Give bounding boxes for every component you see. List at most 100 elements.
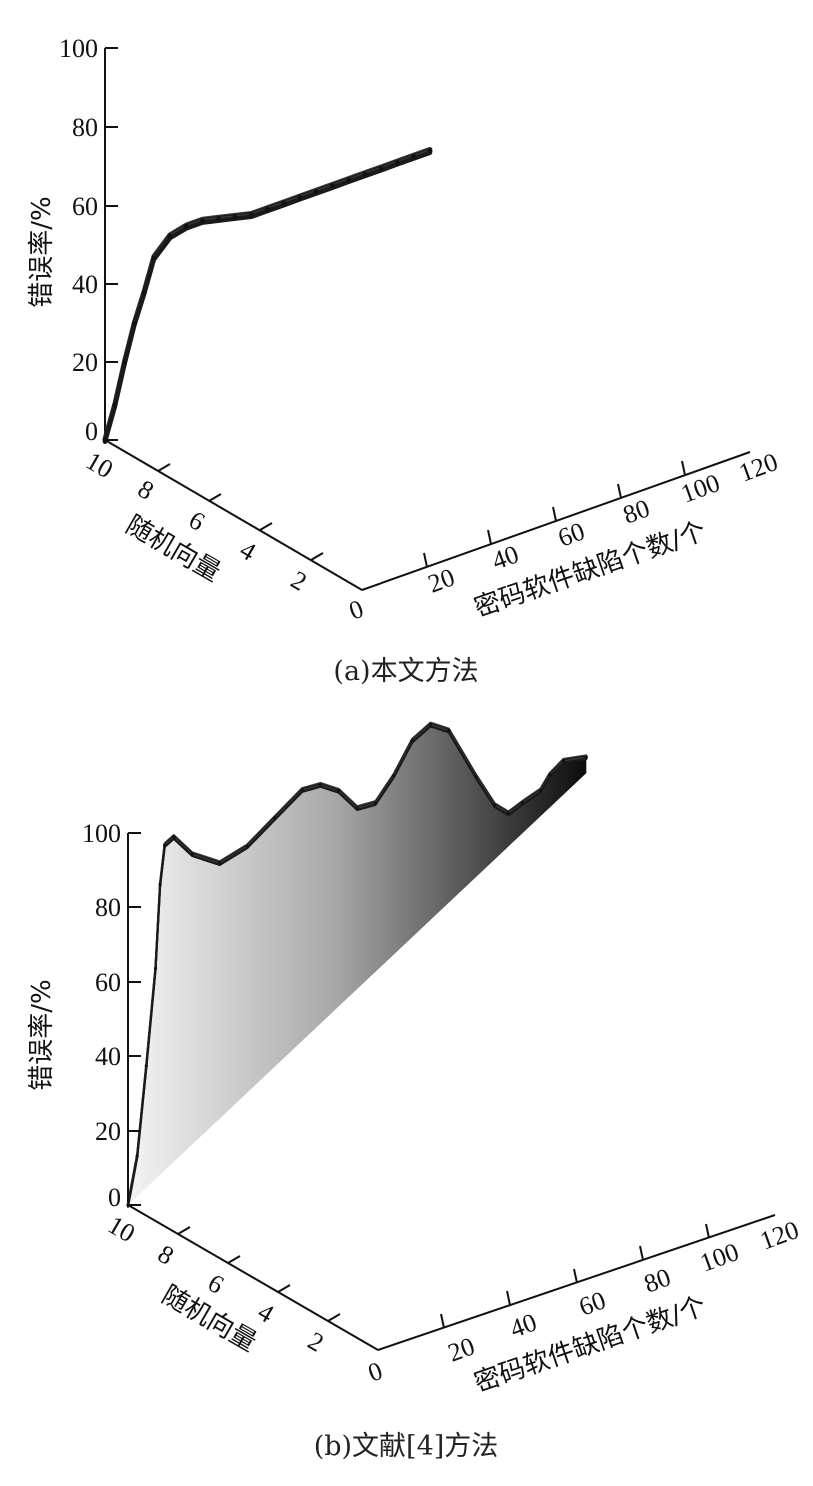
y-tick-label: 10 bbox=[81, 446, 118, 484]
z-tick-label: 80 bbox=[72, 113, 98, 142]
data-point bbox=[538, 788, 543, 793]
z-ticks bbox=[105, 47, 118, 441]
y-tick-mark bbox=[227, 1255, 241, 1264]
x-tick-mark bbox=[506, 1290, 511, 1306]
y-tick-label: 10 bbox=[103, 1210, 140, 1248]
data-point bbox=[548, 773, 552, 777]
x-tick-label: 80 bbox=[640, 1262, 674, 1298]
y-tick-label: 8 bbox=[133, 474, 159, 506]
data-point bbox=[112, 402, 118, 408]
y-axis-line bbox=[127, 1204, 379, 1351]
x-tick-label: 80 bbox=[619, 493, 653, 529]
z-tick-label: 20 bbox=[95, 1117, 121, 1146]
panel-b: 100 80 60 40 20 0 10 8 6 4 2 0 20 40 60 … bbox=[27, 721, 803, 1462]
data-point bbox=[411, 154, 417, 160]
z-tick-label: 20 bbox=[72, 348, 98, 377]
y-tick-label: 2 bbox=[286, 565, 312, 597]
data-point bbox=[318, 783, 323, 787]
y-axis-title: 随机向量 bbox=[121, 510, 226, 588]
data-point bbox=[273, 816, 277, 820]
y-ticks bbox=[157, 463, 324, 561]
data-point bbox=[378, 166, 384, 171]
data-point bbox=[428, 722, 433, 727]
y-tick-label: 8 bbox=[153, 1239, 179, 1271]
data-point bbox=[281, 201, 287, 206]
x-tick-mark bbox=[705, 1223, 710, 1239]
z-tick-label: 40 bbox=[95, 1042, 121, 1071]
data-point bbox=[183, 224, 189, 230]
x-tick-label: 120 bbox=[756, 1215, 803, 1256]
x-tick-label: 20 bbox=[424, 562, 458, 598]
panel-b-plot bbox=[126, 721, 588, 1208]
y-tick-label: 4 bbox=[253, 1297, 279, 1329]
data-point bbox=[144, 1064, 148, 1068]
x-tick-mark bbox=[440, 1313, 445, 1329]
x-tick-mark bbox=[639, 1245, 644, 1261]
data-point bbox=[493, 803, 497, 807]
data-point bbox=[131, 321, 137, 327]
y-tick-label: 4 bbox=[235, 535, 261, 567]
data-point bbox=[172, 835, 176, 839]
data-point bbox=[248, 212, 254, 218]
data-point bbox=[190, 852, 194, 856]
x-tick-mark bbox=[573, 1268, 578, 1284]
data-point bbox=[245, 844, 249, 848]
series-line bbox=[102, 149, 433, 443]
z-axis-title: 错误率/% bbox=[27, 979, 57, 1090]
y-tick-mark bbox=[259, 522, 273, 531]
x-tick-label: 60 bbox=[575, 1285, 609, 1321]
z-tick-label: 40 bbox=[72, 270, 98, 299]
data-point bbox=[373, 801, 378, 805]
data-point bbox=[584, 755, 588, 759]
z-tick-labels: 100 80 60 40 20 0 bbox=[82, 819, 121, 1212]
z-tick-label: 100 bbox=[59, 34, 98, 63]
z-tick-label: 100 bbox=[82, 819, 121, 848]
z-tick-label: 80 bbox=[95, 893, 121, 922]
data-point bbox=[158, 882, 162, 887]
z-tick-label: 60 bbox=[95, 968, 121, 997]
x-tick-label: 120 bbox=[735, 447, 782, 488]
data-point bbox=[362, 171, 368, 177]
y-tick-label: 6 bbox=[203, 1268, 229, 1300]
x-tick-mark bbox=[423, 552, 428, 568]
series-line bbox=[102, 146, 433, 441]
y-tick-mark bbox=[327, 1313, 341, 1322]
x-tick-label: 0 bbox=[364, 1356, 386, 1388]
data-point bbox=[200, 218, 205, 224]
surface-fill bbox=[128, 724, 587, 1205]
x-ticks bbox=[440, 1223, 710, 1329]
data-point bbox=[392, 774, 396, 778]
x-tick-label: 40 bbox=[488, 539, 522, 575]
y-tick-mark bbox=[310, 552, 324, 561]
data-point bbox=[216, 216, 222, 222]
z-tick-labels: 100 80 60 40 20 0 bbox=[59, 34, 98, 446]
data-point bbox=[346, 177, 352, 183]
y-tick-label: 2 bbox=[303, 1326, 329, 1358]
x-tick-mark bbox=[681, 460, 686, 476]
data-point bbox=[135, 1154, 139, 1158]
x-tick-label: 60 bbox=[554, 516, 588, 552]
data-point bbox=[474, 775, 478, 779]
y-tick-mark bbox=[277, 1284, 291, 1293]
data-point bbox=[300, 788, 304, 792]
data-point bbox=[395, 160, 400, 165]
y-axis-line bbox=[104, 439, 363, 591]
panel-a-plot bbox=[102, 146, 433, 445]
y-ticks bbox=[177, 1226, 341, 1322]
data-point bbox=[141, 290, 147, 296]
x-tick-labels: 0 20 40 60 80 100 120 bbox=[345, 447, 782, 626]
data-point bbox=[151, 255, 157, 261]
data-point bbox=[410, 739, 414, 743]
data-point bbox=[102, 437, 108, 443]
data-point bbox=[153, 966, 158, 971]
panel-a-caption: (a)本文方法 bbox=[333, 656, 478, 687]
data-point bbox=[561, 759, 566, 763]
series-line bbox=[102, 150, 433, 445]
panel-b-caption: (b)文献[4]方法 bbox=[314, 1431, 499, 1462]
z-axis-title: 错误率/% bbox=[27, 196, 57, 307]
data-point bbox=[506, 811, 510, 816]
data-point bbox=[330, 183, 335, 189]
y-tick-mark bbox=[208, 493, 222, 502]
x-tick-label: 40 bbox=[506, 1307, 540, 1343]
